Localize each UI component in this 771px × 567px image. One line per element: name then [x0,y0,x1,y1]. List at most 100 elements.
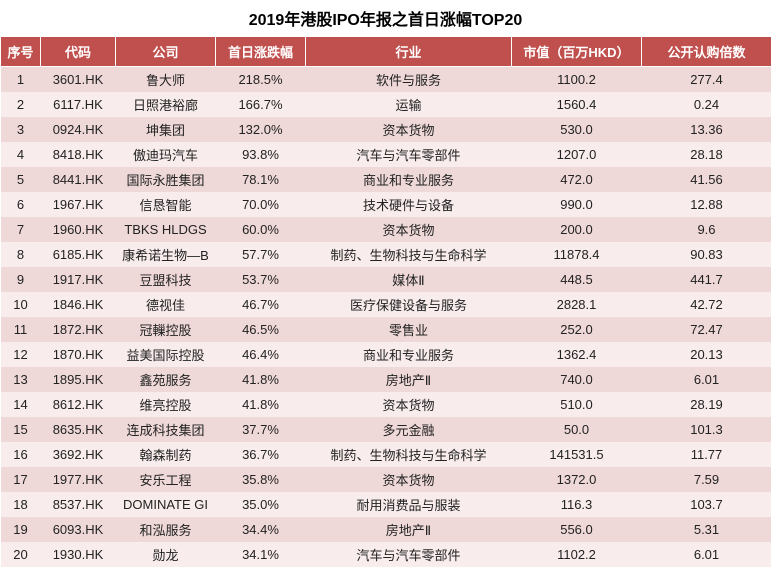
cell-industry: 汽车与汽车零部件 [306,542,512,567]
cell-company: 国际永胜集团 [116,167,216,192]
col-industry: 行业 [306,37,512,67]
cell-no: 18 [1,492,41,517]
cell-no: 5 [1,167,41,192]
cell-sub: 5.31 [642,517,771,542]
table-row: 188537.HKDOMINATE GI35.0%耐用消费品与服装116.310… [1,492,771,517]
cell-code: 6185.HK [41,242,116,267]
cell-mktcap: 510.0 [512,392,642,417]
cell-code: 8441.HK [41,167,116,192]
cell-code: 1870.HK [41,342,116,367]
cell-industry: 多元金融 [306,417,512,442]
cell-company: 鲁大师 [116,67,216,93]
table-row: 61967.HK信恳智能70.0%技术硬件与设备990.012.88 [1,192,771,217]
page-title: 2019年港股IPO年报之首日涨幅TOP20 [0,0,771,36]
cell-company: 冠轈控股 [116,317,216,342]
ipo-table: 序号代码公司首日涨跌幅行业市值（百万HKD）公开认购倍数 13601.HK鲁大师… [0,36,771,567]
cell-sub: 277.4 [642,67,771,93]
cell-change: 35.0% [216,492,306,517]
cell-company: 维亮控股 [116,392,216,417]
cell-sub: 28.18 [642,142,771,167]
cell-industry: 媒体Ⅱ [306,267,512,292]
cell-sub: 6.01 [642,367,771,392]
cell-no: 11 [1,317,41,342]
cell-company: 安乐工程 [116,467,216,492]
cell-sub: 7.59 [642,467,771,492]
cell-company: 坤集团 [116,117,216,142]
cell-no: 14 [1,392,41,417]
cell-industry: 医疗保健设备与服务 [306,292,512,317]
cell-company: DOMINATE GI [116,492,216,517]
cell-no: 12 [1,342,41,367]
table-row: 148612.HK维亮控股41.8%资本货物510.028.19 [1,392,771,417]
cell-change: 132.0% [216,117,306,142]
cell-mktcap: 2828.1 [512,292,642,317]
cell-mktcap: 448.5 [512,267,642,292]
cell-mktcap: 1102.2 [512,542,642,567]
cell-code: 3692.HK [41,442,116,467]
cell-sub: 0.24 [642,92,771,117]
cell-code: 6117.HK [41,92,116,117]
cell-industry: 资本货物 [306,392,512,417]
cell-mktcap: 472.0 [512,167,642,192]
cell-company: 和泓服务 [116,517,216,542]
cell-industry: 汽车与汽车零部件 [306,142,512,167]
cell-mktcap: 1100.2 [512,67,642,93]
cell-company: 勋龙 [116,542,216,567]
cell-industry: 制药、生物科技与生命科学 [306,442,512,467]
cell-industry: 技术硬件与设备 [306,192,512,217]
cell-industry: 资本货物 [306,217,512,242]
cell-sub: 72.47 [642,317,771,342]
cell-no: 20 [1,542,41,567]
cell-change: 35.8% [216,467,306,492]
cell-change: 36.7% [216,442,306,467]
cell-change: 34.4% [216,517,306,542]
cell-mktcap: 116.3 [512,492,642,517]
cell-code: 1846.HK [41,292,116,317]
cell-industry: 运输 [306,92,512,117]
cell-change: 53.7% [216,267,306,292]
cell-change: 37.7% [216,417,306,442]
cell-mktcap: 740.0 [512,367,642,392]
cell-code: 8537.HK [41,492,116,517]
cell-sub: 11.77 [642,442,771,467]
table-row: 26117.HK日照港裕廊166.7%运输1560.40.24 [1,92,771,117]
cell-no: 19 [1,517,41,542]
cell-no: 2 [1,92,41,117]
col-sub: 公开认购倍数 [642,37,771,67]
cell-code: 1977.HK [41,467,116,492]
col-code: 代码 [41,37,116,67]
cell-sub: 13.36 [642,117,771,142]
cell-change: 60.0% [216,217,306,242]
cell-no: 9 [1,267,41,292]
cell-mktcap: 50.0 [512,417,642,442]
cell-change: 41.8% [216,392,306,417]
cell-mktcap: 200.0 [512,217,642,242]
cell-change: 57.7% [216,242,306,267]
cell-mktcap: 556.0 [512,517,642,542]
cell-no: 13 [1,367,41,392]
cell-sub: 9.6 [642,217,771,242]
table-row: 86185.HK康希诺生物—B57.7%制药、生物科技与生命科学11878.49… [1,242,771,267]
cell-company: 翰森制药 [116,442,216,467]
cell-sub: 41.56 [642,167,771,192]
cell-code: 1960.HK [41,217,116,242]
table-row: 196093.HK和泓服务34.4%房地产Ⅱ556.05.31 [1,517,771,542]
cell-industry: 房地产Ⅱ [306,517,512,542]
table-row: 171977.HK安乐工程35.8%资本货物1372.07.59 [1,467,771,492]
cell-company: TBKS HLDGS [116,217,216,242]
cell-sub: 103.7 [642,492,771,517]
cell-company: 信恳智能 [116,192,216,217]
table-row: 111872.HK冠轈控股46.5%零售业252.072.47 [1,317,771,342]
cell-no: 3 [1,117,41,142]
cell-change: 41.8% [216,367,306,392]
cell-mktcap: 11878.4 [512,242,642,267]
cell-change: 46.7% [216,292,306,317]
table-row: 158635.HK连成科技集团37.7%多元金融50.0101.3 [1,417,771,442]
table-row: 163692.HK翰森制药36.7%制药、生物科技与生命科学141531.511… [1,442,771,467]
cell-code: 8418.HK [41,142,116,167]
cell-sub: 90.83 [642,242,771,267]
cell-company: 康希诺生物—B [116,242,216,267]
cell-sub: 20.13 [642,342,771,367]
cell-mktcap: 141531.5 [512,442,642,467]
cell-code: 1930.HK [41,542,116,567]
